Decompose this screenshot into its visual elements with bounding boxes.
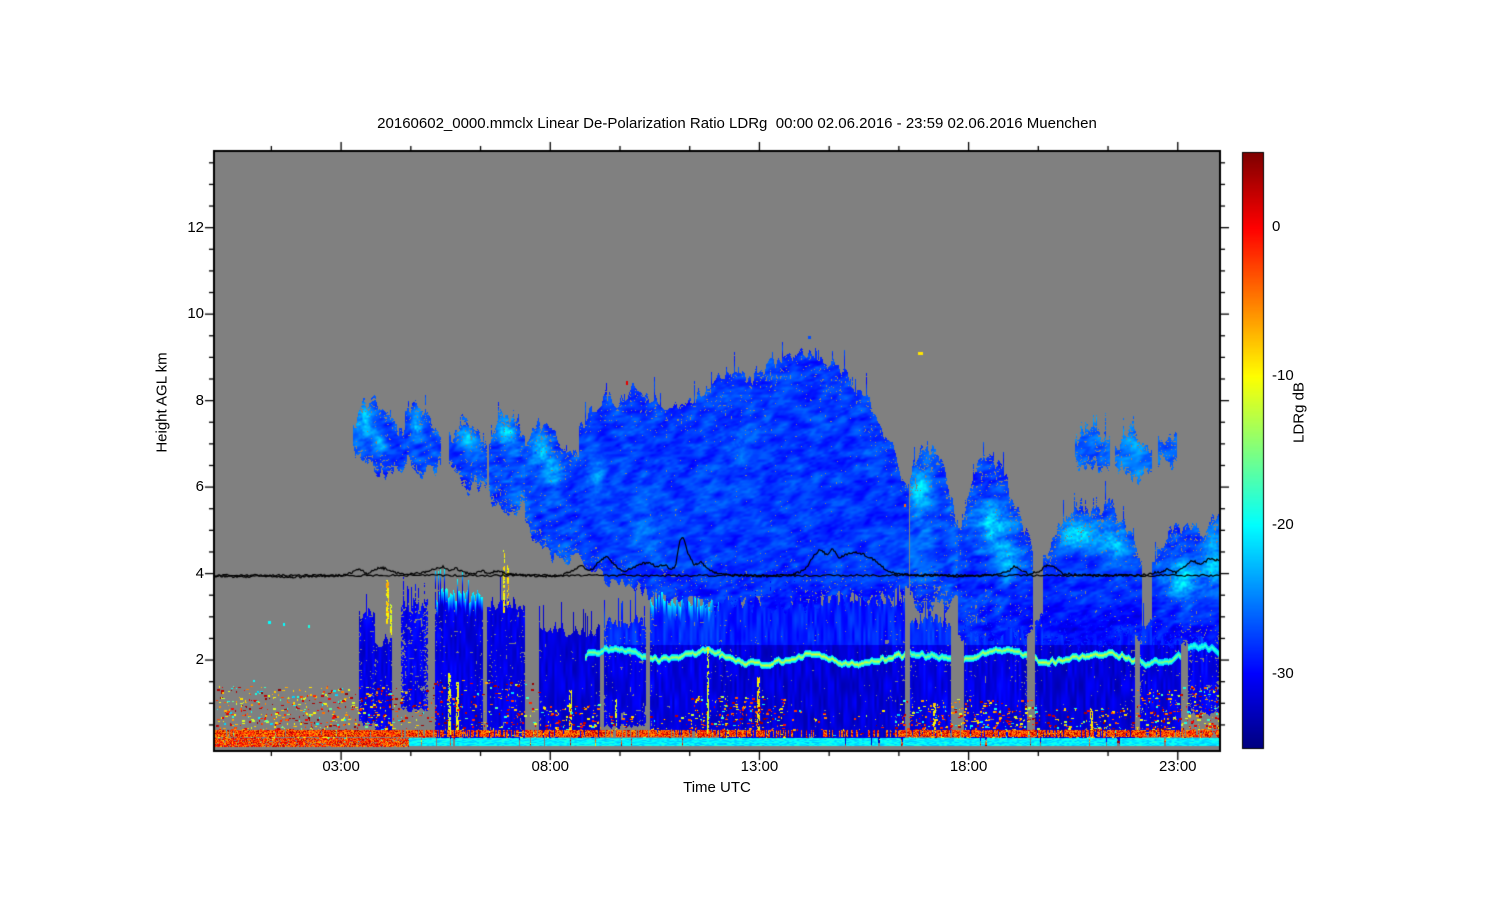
x-tick-label: 08:00 bbox=[531, 758, 570, 775]
y-tick-label: 12 bbox=[187, 218, 204, 236]
x-axis-label: Time UTC bbox=[683, 779, 751, 796]
colorbar-tick-label: -20 bbox=[1272, 515, 1294, 533]
y-tick-label: 6 bbox=[195, 478, 204, 496]
y-tick-label: 10 bbox=[187, 305, 204, 323]
x-tick-label: 23:00 bbox=[1158, 758, 1197, 775]
x-tick-label: 18:00 bbox=[949, 758, 988, 775]
y-tick-label: 4 bbox=[195, 564, 204, 582]
colorbar-tick-label: -30 bbox=[1272, 664, 1294, 682]
chart-title: 20160602_0000.mmclx Linear De-Polarizati… bbox=[377, 115, 1097, 132]
x-tick-label: 03:00 bbox=[322, 758, 360, 775]
y-tick-label: 8 bbox=[195, 391, 204, 409]
colorbar-tick-label: 0 bbox=[1272, 218, 1281, 236]
colorbar-tick-label: -10 bbox=[1272, 367, 1294, 385]
y-tick-label: 2 bbox=[195, 651, 204, 669]
x-tick-label: 13:00 bbox=[740, 758, 779, 775]
